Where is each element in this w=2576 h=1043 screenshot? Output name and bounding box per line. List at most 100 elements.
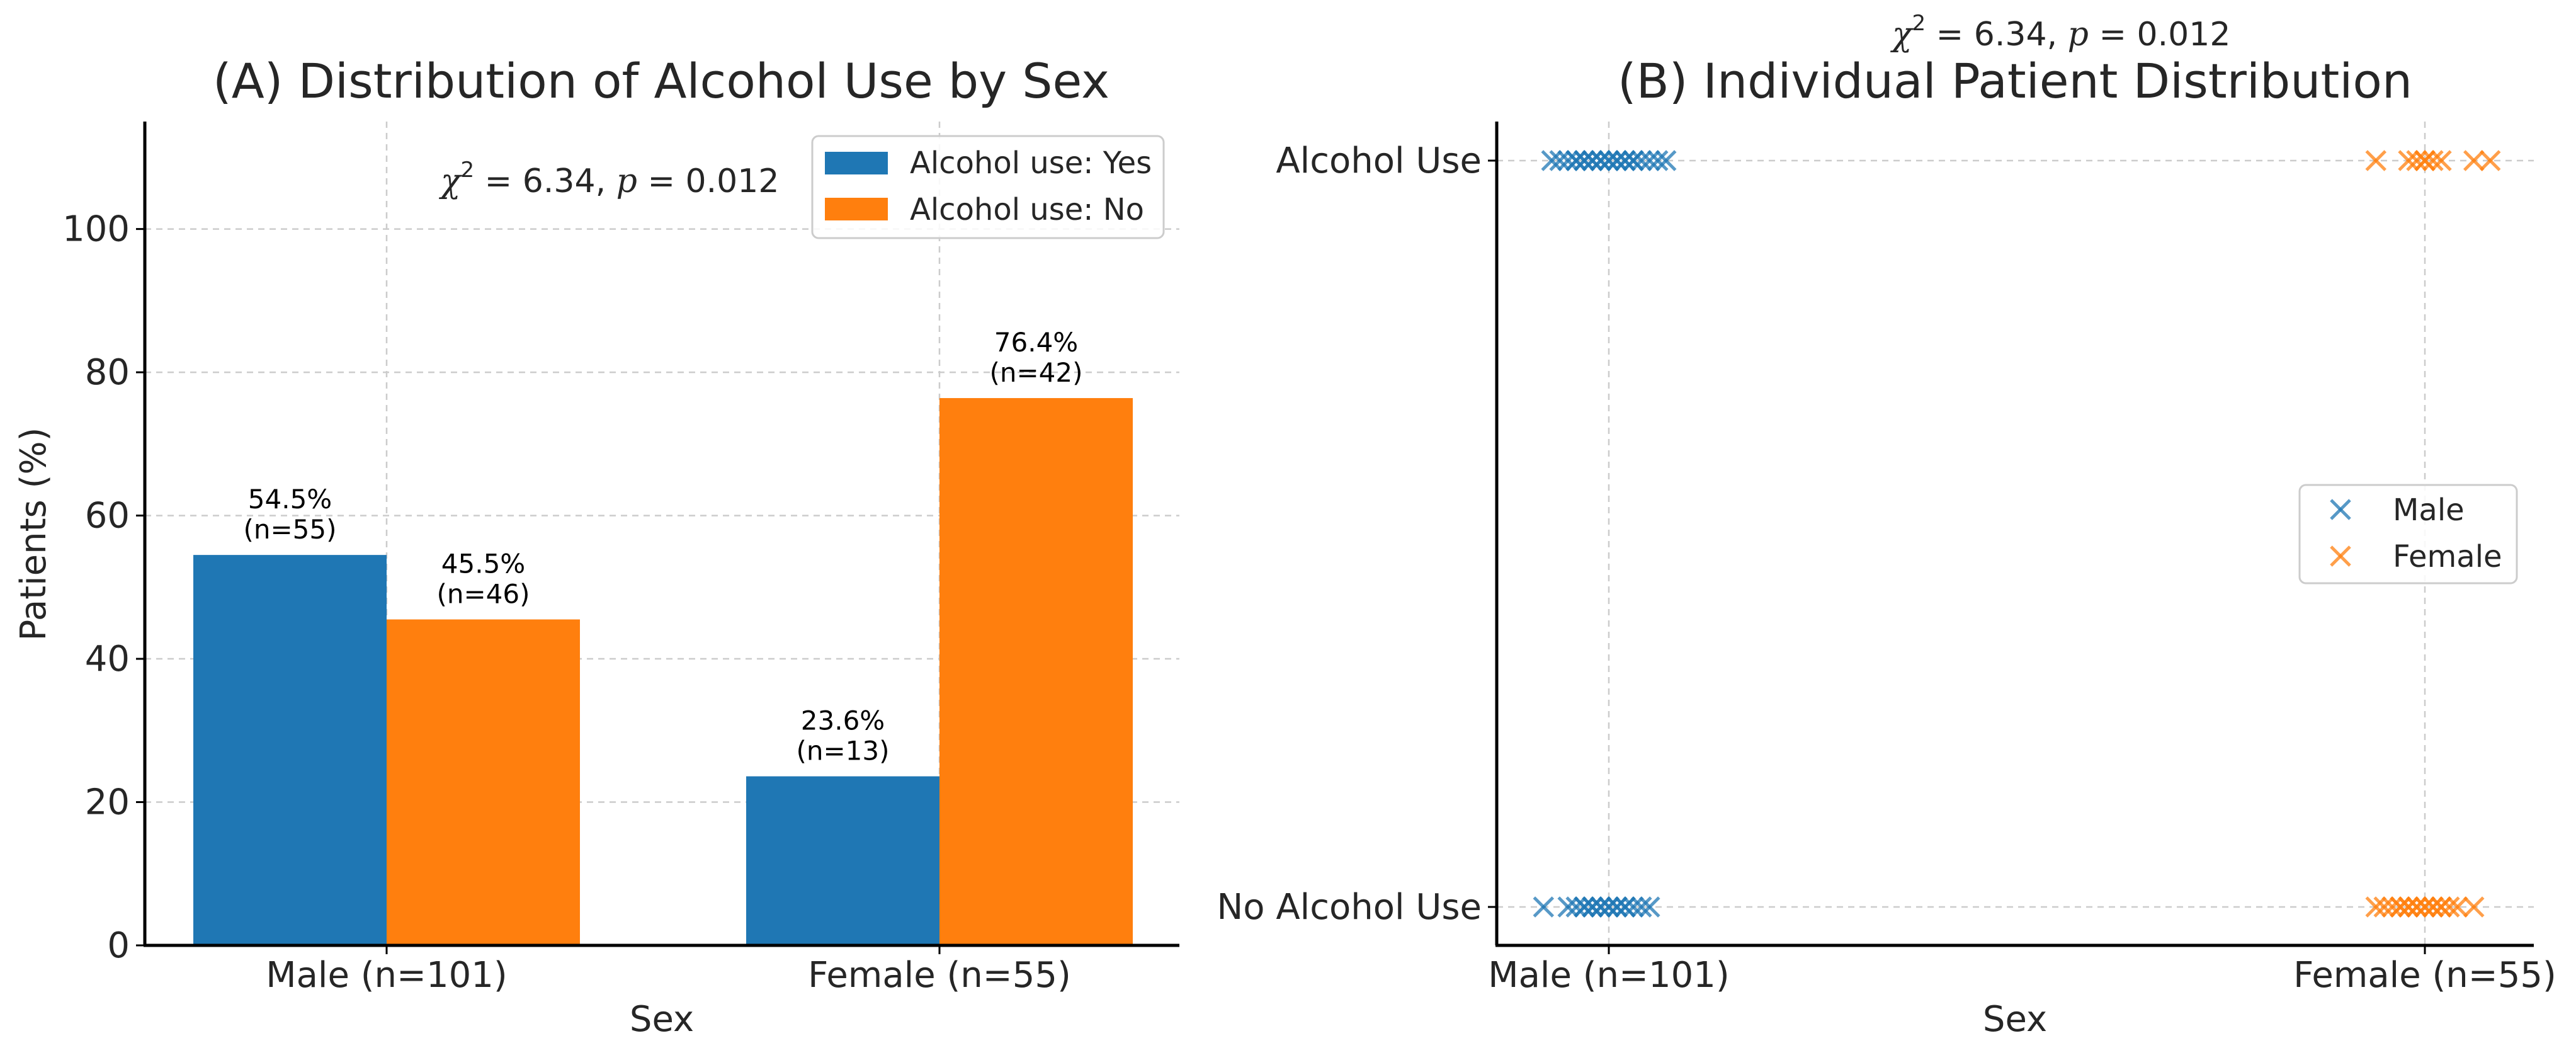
point-male-no-alcohol-use-8-stroke-b — [1590, 896, 1611, 918]
legend-marker-female-stroke-b — [2330, 545, 2351, 567]
panel-a-legend: Alcohol use: Yes Alcohol use: No — [811, 135, 1165, 239]
point-female-no-alcohol-use-12-stroke-b — [2422, 896, 2444, 918]
x-tick-label-female-n-55: Female (n=55) — [808, 955, 1071, 996]
point-male-no-alcohol-use-6-stroke-b — [1582, 896, 1603, 918]
point-male-no-alcohol-use-1-stroke-b — [1557, 896, 1579, 918]
point-male-alcohol-use-12 — [1598, 150, 1620, 171]
point-male-alcohol-use-16 — [1614, 150, 1636, 171]
point-male-alcohol-use-16-stroke-b — [1614, 150, 1636, 171]
bar-alcohol-use-yes-male-n-101 — [193, 555, 387, 945]
point-male-no-alcohol-use-0-stroke-b — [1533, 896, 1555, 918]
point-female-no-alcohol-use-8-stroke-b — [2406, 896, 2427, 918]
bar-alcohol-use-no-male-n-101 — [387, 619, 580, 945]
legend-swatch-yes — [825, 152, 888, 174]
point-female-no-alcohol-use-8 — [2406, 896, 2427, 918]
panel-a-y-label: Patients (%) — [13, 428, 54, 641]
point-male-no-alcohol-use-0 — [1533, 896, 1555, 918]
bar-alcohol-use-yes-female-n-55 — [746, 776, 939, 945]
point-male-alcohol-use-1 — [1549, 150, 1571, 171]
panel-b-x-label: Sex — [1983, 999, 2047, 1040]
y-tick-label-0: 0 — [107, 925, 130, 966]
point-female-no-alcohol-use-4-stroke-b — [2390, 896, 2411, 918]
y-tick-label-40: 40 — [85, 639, 130, 680]
x-tick-label-male-n-101: Male (n=101) — [266, 955, 507, 996]
point-male-alcohol-use-2 — [1557, 150, 1579, 171]
point-male-alcohol-use-12-stroke-b — [1598, 150, 1620, 171]
point-male-alcohol-use-8-stroke-b — [1582, 150, 1603, 171]
legend-label-male: Male — [2393, 493, 2465, 528]
point-male-alcohol-use-4-stroke-b — [1565, 150, 1587, 171]
legend-swatch-no — [825, 198, 888, 220]
point-female-alcohol-use-7-stroke-b — [2463, 150, 2485, 171]
x-tick-label-female-n-55: Female (n=55) — [2293, 955, 2556, 996]
point-male-alcohol-use-0-stroke-b — [1541, 150, 1563, 171]
point-male-alcohol-use-18 — [1623, 150, 1644, 171]
point-female-no-alcohol-use-6 — [2398, 896, 2419, 918]
point-male-alcohol-use-21 — [1647, 150, 1669, 171]
point-female-no-alcohol-use-0 — [2365, 896, 2387, 918]
bar-count-label: (n=46) — [436, 578, 530, 609]
point-male-no-alcohol-use-6 — [1582, 896, 1603, 918]
point-female-alcohol-use-4-stroke-b — [2414, 150, 2436, 171]
point-female-alcohol-use-1 — [2398, 150, 2419, 171]
point-male-alcohol-use-20-stroke-b — [1639, 150, 1660, 171]
point-female-no-alcohol-use-0-stroke-b — [2365, 896, 2387, 918]
point-male-alcohol-use-21-stroke-b — [1647, 150, 1669, 171]
point-male-alcohol-use-18-stroke-b — [1623, 150, 1644, 171]
point-female-no-alcohol-use-12 — [2422, 896, 2444, 918]
bar-count-label: (n=13) — [796, 736, 889, 767]
y-tick-label-alcohol-use: Alcohol Use — [1276, 140, 1482, 181]
point-female-alcohol-use-7 — [2463, 150, 2485, 171]
y-tick-label-100: 100 — [62, 209, 130, 250]
point-female-no-alcohol-use-17-stroke-b — [2463, 896, 2485, 918]
point-female-alcohol-use-8-stroke-b — [2479, 150, 2501, 171]
point-female-alcohol-use-6 — [2431, 150, 2452, 171]
point-female-alcohol-use-0 — [2365, 150, 2387, 171]
point-male-no-alcohol-use-17-stroke-b — [1639, 896, 1660, 918]
point-male-no-alcohol-use-14 — [1614, 896, 1636, 918]
point-male-no-alcohol-use-2-stroke-b — [1565, 896, 1587, 918]
point-male-no-alcohol-use-10-stroke-b — [1598, 896, 1620, 918]
point-male-no-alcohol-use-12 — [1606, 896, 1628, 918]
bar-percent-label: 54.5% — [248, 484, 332, 515]
point-female-no-alcohol-use-15-stroke-b — [2439, 896, 2460, 918]
point-female-no-alcohol-use-2 — [2381, 896, 2403, 918]
point-male-alcohol-use-0 — [1541, 150, 1563, 171]
panel-a-stat-annotation: χ2 = 6.34, p = 0.012 — [438, 157, 779, 200]
point-male-no-alcohol-use-16-stroke-b — [1631, 896, 1652, 918]
panel-a-title: (A) Distribution of Alcohol Use by Sex — [213, 53, 1109, 109]
panel-a-bars — [193, 398, 1133, 945]
point-female-no-alcohol-use-4 — [2390, 896, 2411, 918]
y-tick-label-80: 80 — [85, 352, 130, 393]
point-male-alcohol-use-19-stroke-b — [1631, 150, 1652, 171]
bar-percent-label: 76.4% — [994, 327, 1078, 358]
legend-marker-male-stroke-b — [2330, 499, 2351, 520]
panel-b-x-ticks: Male (n=101) Female (n=55) — [1488, 945, 2556, 996]
point-male-alcohol-use-6-stroke-b — [1574, 150, 1595, 171]
bar-count-label: (n=55) — [243, 514, 336, 545]
panel-a-y-ticks: 0 20 40 60 80 100 — [62, 209, 145, 966]
point-male-alcohol-use-8 — [1582, 150, 1603, 171]
point-female-alcohol-use-8 — [2479, 150, 2501, 171]
point-female-no-alcohol-use-1 — [2373, 896, 2395, 918]
point-female-alcohol-use-1-stroke-b — [2398, 150, 2419, 171]
bar-percent-label: 45.5% — [441, 548, 525, 579]
y-tick-label-60: 60 — [85, 496, 130, 537]
bar-percent-label: 23.6% — [801, 705, 885, 736]
panel-a-bar-labels: 54.5%(n=55) 23.6%(n=13) 45.5%(n=46) 76.4%(n… — [243, 327, 1082, 767]
point-female-alcohol-use-5 — [2422, 150, 2444, 171]
point-male-no-alcohol-use-15-stroke-b — [1623, 896, 1644, 918]
point-female-no-alcohol-use-2-stroke-b — [2381, 896, 2403, 918]
y-tick-label-20: 20 — [85, 782, 130, 823]
point-female-alcohol-use-4 — [2414, 150, 2436, 171]
point-male-alcohol-use-22 — [1655, 150, 1677, 171]
point-female-no-alcohol-use-1-stroke-b — [2373, 896, 2395, 918]
point-male-alcohol-use-10 — [1590, 150, 1611, 171]
point-female-no-alcohol-use-16 — [2447, 896, 2468, 918]
panel-b-legend-frame — [2298, 484, 2518, 584]
point-female-no-alcohol-use-14-stroke-b — [2431, 896, 2452, 918]
point-male-alcohol-use-4 — [1565, 150, 1587, 171]
point-male-no-alcohol-use-4 — [1574, 896, 1595, 918]
point-female-alcohol-use-2-stroke-b — [2406, 150, 2427, 171]
